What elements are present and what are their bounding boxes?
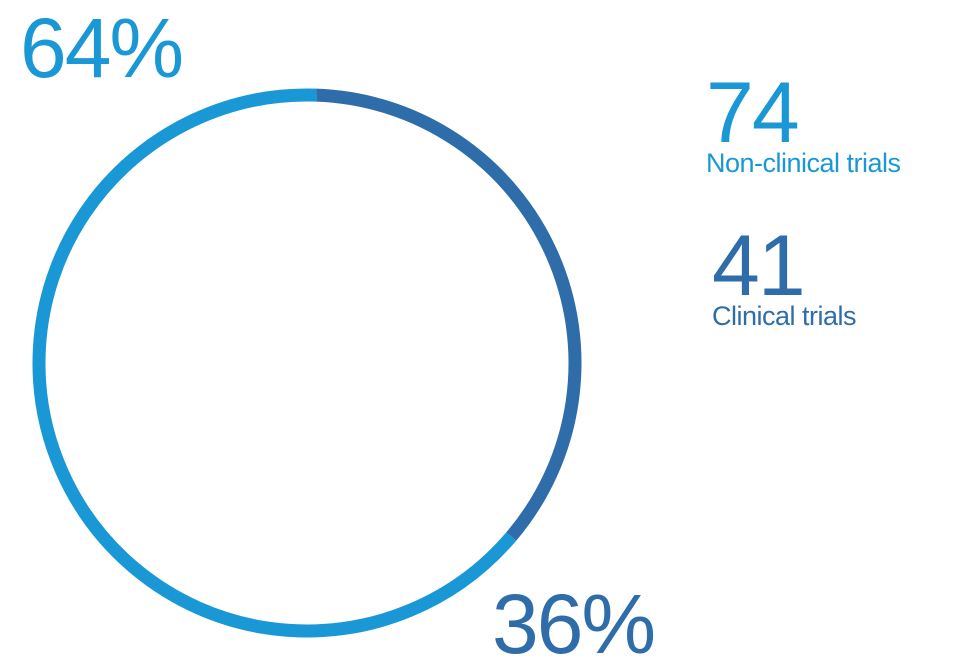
non-clinical-label: Non-clinical trials xyxy=(706,148,901,179)
clinical-percent-label: 36% xyxy=(492,577,656,671)
legend-item-clinical: 41 Clinical trials xyxy=(712,218,857,332)
legend-item-non-clinical: 74 Non-clinical trials xyxy=(706,65,901,179)
clinical-count: 41 xyxy=(712,218,806,314)
clinical-trials-arc xyxy=(316,88,582,541)
non-clinical-trials-arc xyxy=(32,88,517,638)
non-clinical-count: 74 xyxy=(706,65,800,161)
non-clinical-percent-label: 64% xyxy=(20,1,184,95)
clinical-label: Clinical trials xyxy=(712,301,857,332)
